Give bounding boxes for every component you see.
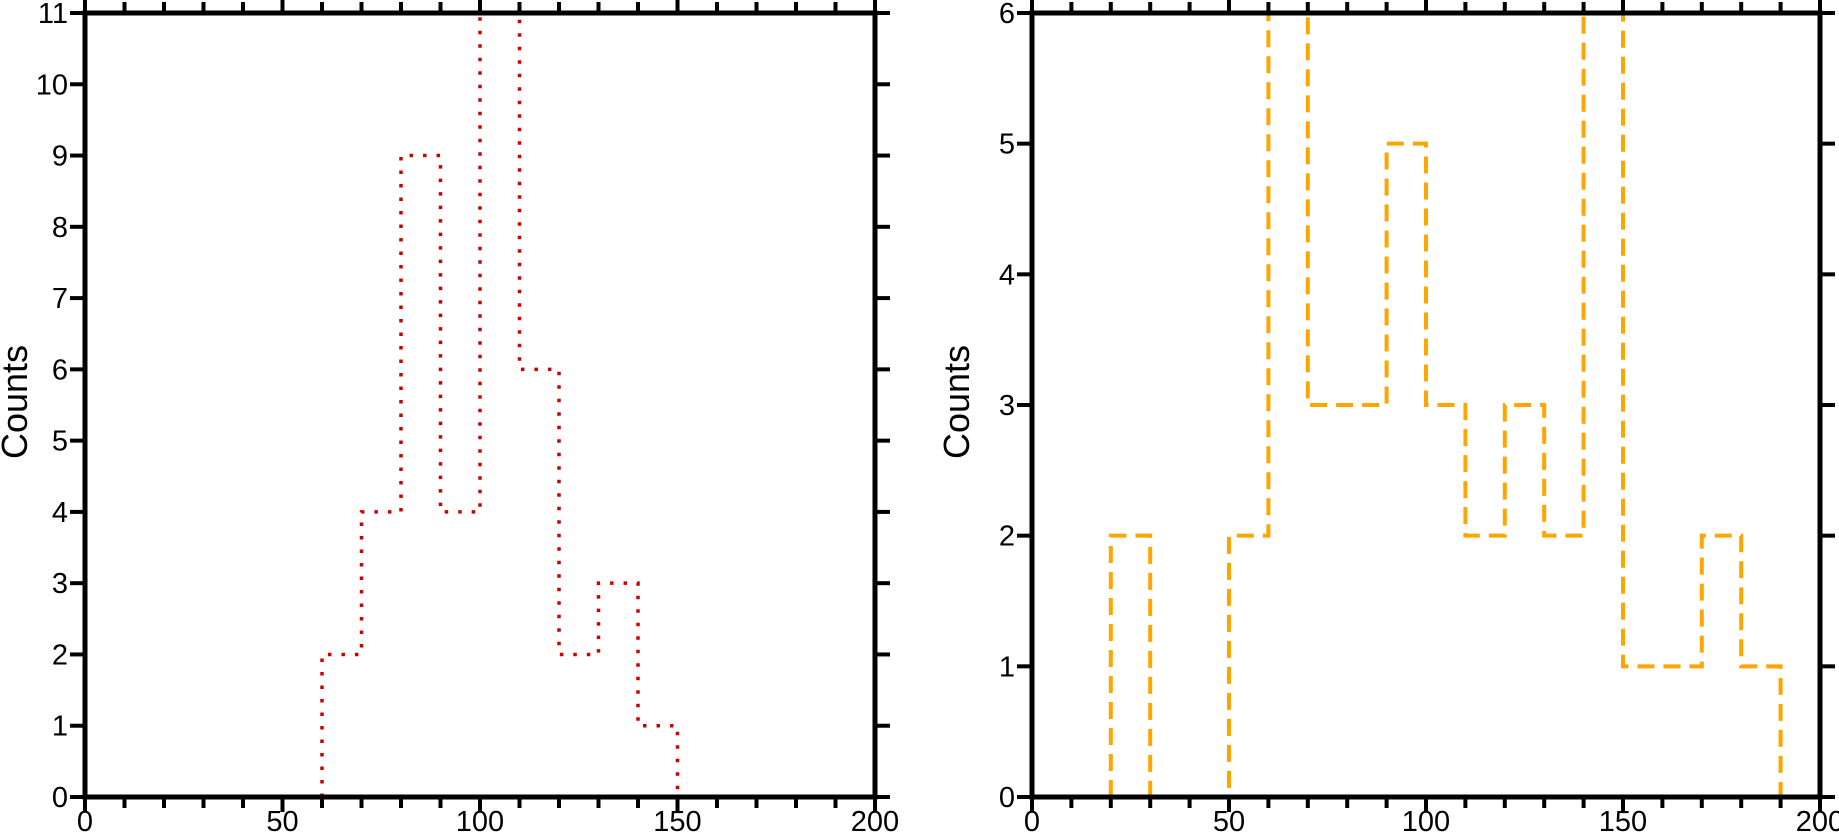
x-tick-label: 50 (266, 806, 298, 835)
y-tick-label: 3 (999, 390, 1015, 422)
y-tick-label: 3 (52, 568, 68, 600)
orange-dashed-histogram (1108, 11, 1783, 799)
y-tick-label: 8 (52, 212, 68, 244)
left-histogram-plot: Counts 0 50 100 150 200 0 1 2 3 4 5 6 7 8 9 10 11 (0, 0, 899, 835)
y-tick-label: 10 (36, 69, 68, 101)
y-tick-label: 1 (52, 711, 68, 743)
y-tick-label: 0 (999, 782, 1015, 814)
y-tick-label: 5 (52, 426, 68, 458)
x-tick-label: 200 (1796, 806, 1839, 835)
x-tick-label: 150 (1599, 806, 1647, 835)
plot-frame (82, 10, 878, 800)
right-y-axis-label: Counts (936, 345, 977, 459)
y-tick-label: 4 (999, 259, 1015, 291)
right-histogram-plot: Counts 0 50 100 150 200 0 1 2 3 4 5 6 (936, 0, 1839, 835)
y-tick-label: 2 (999, 521, 1015, 553)
x-tick-label: 0 (1024, 806, 1040, 835)
y-tick-label: 0 (52, 782, 68, 814)
y-tick-label: 9 (52, 141, 68, 173)
x-tick-label: 100 (1402, 806, 1450, 835)
red-dotted-histogram (320, 11, 680, 797)
y-tick-label: 6 (999, 0, 1015, 30)
x-tick-label: 100 (456, 806, 504, 835)
x-tick-label: 150 (653, 806, 701, 835)
x-tick-label: 0 (77, 806, 93, 835)
y-tick-label: 6 (52, 354, 68, 386)
left-y-axis-label: Counts (0, 345, 35, 459)
y-tick-label: 7 (52, 283, 68, 315)
y-tick-label: 5 (999, 129, 1015, 161)
axis-ticks (70, 0, 890, 812)
y-tick-label: 1 (999, 651, 1015, 683)
x-tick-label: 50 (1213, 806, 1245, 835)
axis-ticks (1017, 0, 1835, 812)
y-tick-label: 2 (52, 639, 68, 671)
x-tick-label: 200 (851, 806, 899, 835)
y-tick-label: 4 (52, 497, 68, 529)
y-tick-label: 11 (38, 0, 68, 30)
